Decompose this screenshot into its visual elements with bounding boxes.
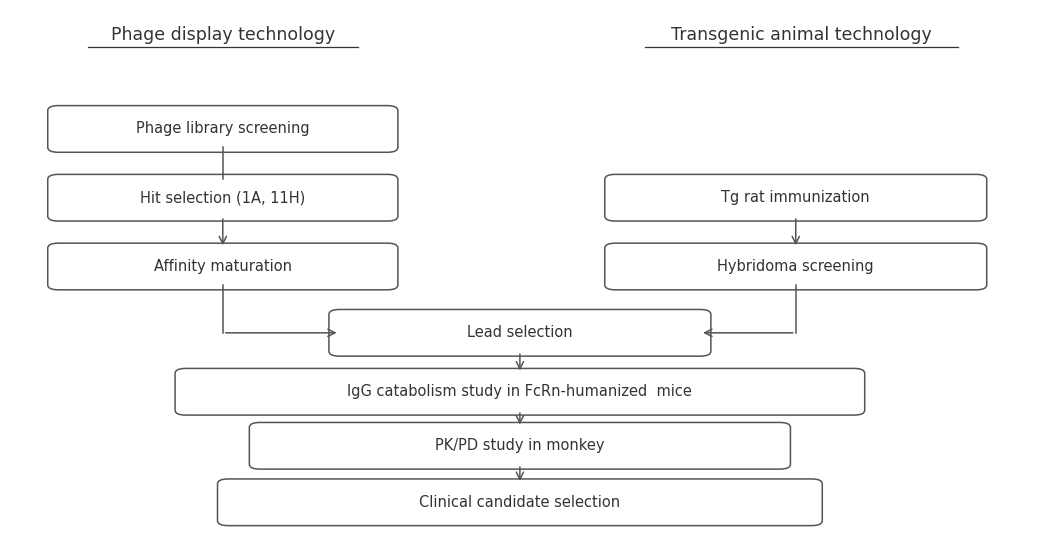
Text: Tg rat immunization: Tg rat immunization: [721, 190, 870, 205]
FancyBboxPatch shape: [218, 479, 822, 526]
Text: Affinity maturation: Affinity maturation: [154, 259, 292, 274]
FancyBboxPatch shape: [329, 310, 711, 356]
Text: Lead selection: Lead selection: [467, 325, 573, 340]
Text: Hybridoma screening: Hybridoma screening: [717, 259, 874, 274]
FancyBboxPatch shape: [48, 243, 398, 290]
Text: Phage display technology: Phage display technology: [110, 26, 335, 44]
FancyBboxPatch shape: [249, 422, 790, 469]
FancyBboxPatch shape: [48, 106, 398, 152]
FancyBboxPatch shape: [48, 174, 398, 221]
FancyBboxPatch shape: [175, 368, 865, 415]
Text: IgG catabolism study in FcRn-humanized  mice: IgG catabolism study in FcRn-humanized m…: [347, 384, 693, 399]
Text: PK/PD study in monkey: PK/PD study in monkey: [435, 438, 605, 453]
Text: Clinical candidate selection: Clinical candidate selection: [419, 495, 621, 510]
Text: Hit selection (1A, 11H): Hit selection (1A, 11H): [140, 190, 306, 205]
FancyBboxPatch shape: [605, 174, 987, 221]
FancyBboxPatch shape: [605, 243, 987, 290]
Text: Transgenic animal technology: Transgenic animal technology: [671, 26, 932, 44]
Text: Phage library screening: Phage library screening: [136, 122, 310, 137]
